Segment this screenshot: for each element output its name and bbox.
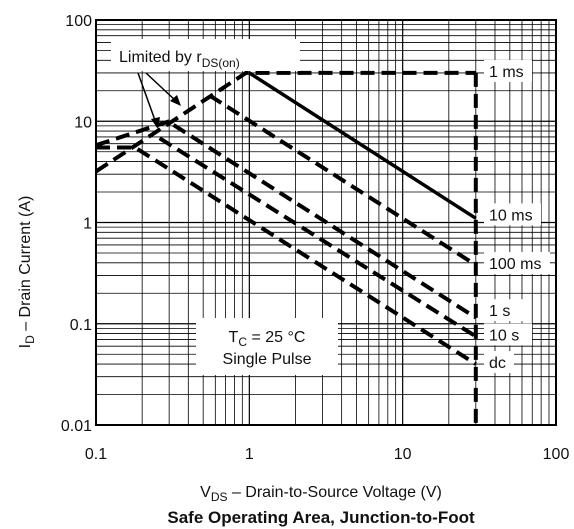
y-tick-label: 10 [74,114,92,131]
y-tick-label: 0.01 [61,418,92,435]
x-axis-label: VDS – Drain-to-Source Voltage (V) [200,484,442,504]
series-line-10-s [158,136,477,339]
series-label-box [484,59,532,82]
condition-line-2: Single Pulse [223,351,312,368]
series-label: 1 ms [489,64,524,81]
series-labels: 1 ms 10 ms 100 ms 1 s 10 s dc [484,59,550,374]
y-tick-label: 100 [65,13,92,30]
series-label-box [484,351,514,374]
series-label-box [484,299,523,322]
limited-label: Limited by rDS(on) [119,49,240,70]
limited-arrows [137,72,181,129]
series-line-100-ms [208,93,477,267]
series-label: 100 ms [489,256,541,273]
series-line-10-ms [248,71,477,220]
series-label: 1 s [489,303,510,320]
limited-label-box [111,39,300,71]
series-line-dc [96,145,477,366]
y-tick-label: 1 [83,216,92,233]
series-label: dc [489,355,506,372]
y-axis-label: ID – Drain Current (A) [17,196,37,349]
x-tick-label: 10 [394,446,412,463]
y-tick-label: 0.1 [70,317,92,334]
x-tick-label: 0.1 [85,446,107,463]
series-label: 10 s [489,327,519,344]
tick-labels: 0.1 1 10 100 0.01 0.1 1 10 100 [61,13,570,463]
series-line-1-s [172,123,477,320]
plot-frame [95,19,557,426]
series-line-1-ms [94,70,476,174]
condition-box [196,318,338,375]
condition-line-1: TC = 25 °C [229,329,306,349]
chart-title: Safe Operating Area, Junction-to-Foot [167,508,475,527]
series-label-box [484,203,541,226]
series-label-box [484,252,550,275]
x-tick-label: 100 [543,446,570,463]
series-label: 10 ms [489,207,533,224]
x-tick-label: 1 [245,446,254,463]
series-label-box [484,323,532,346]
